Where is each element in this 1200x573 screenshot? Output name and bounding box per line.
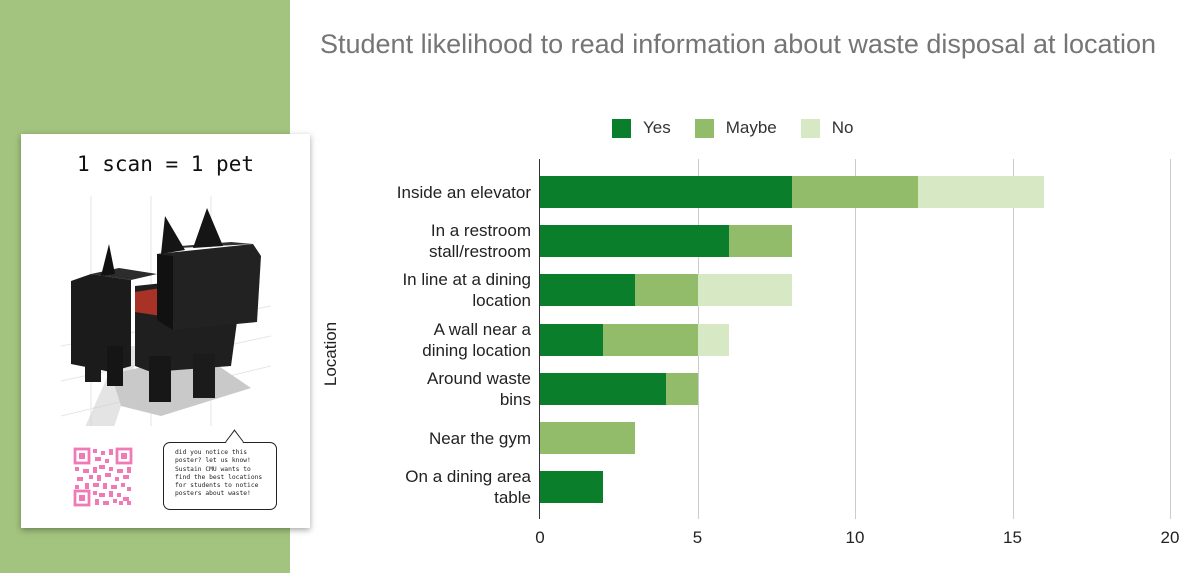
x-tick-label-10: 10 — [845, 528, 865, 547]
category-label-line: dining location — [422, 340, 531, 360]
category-label-line: Inside an elevator — [396, 182, 531, 202]
legend-label-yes: Yes — [643, 118, 671, 137]
bar-inside-an-elevator-yes — [540, 176, 792, 208]
bar-inside-an-elevator-maybe — [792, 176, 918, 208]
chart-title: Student likelihood to read information a… — [320, 29, 1157, 59]
bar-near-the-gym-maybe — [540, 422, 635, 454]
bar-in-line-at-a-dining-location-maybe — [634, 274, 698, 307]
bar-around-waste-bins-yes — [540, 372, 666, 405]
bar-around-waste-bins-maybe — [666, 372, 698, 405]
legend-swatch-yes — [612, 118, 631, 138]
legend-entry-maybe: Maybe — [694, 118, 777, 138]
category-label-line: In line at a dining — [402, 270, 531, 290]
legend-label-maybe: Maybe — [725, 118, 777, 137]
gridline-20 — [1170, 159, 1171, 519]
poster: 1 scan = 1 pet — [21, 134, 310, 528]
poster-heading: 1 scan = 1 pet — [76, 152, 254, 176]
category-label-line: table — [494, 488, 531, 508]
chart-legend: Yes Maybe No — [612, 116, 878, 140]
bar-a-wall-near-a-dining-location-no — [697, 323, 729, 356]
category-label-inside-an-elevator: Inside an elevator — [321, 182, 531, 203]
bar-a-wall-near-a-dining-location-yes — [540, 323, 603, 356]
qr-finder-top-left — [73, 447, 133, 507]
bar-in-line-at-a-dining-location-no — [697, 274, 792, 307]
qr-code-icon — [73, 447, 133, 507]
category-label-around-waste-bins: Around waste bins — [321, 368, 531, 410]
x-tick-label-20: 20 — [1160, 528, 1180, 547]
category-label-line: stall/restroom — [428, 242, 531, 262]
legend-swatch-no — [800, 118, 820, 138]
bubble-text: did you notice this poster? let us know!… — [175, 449, 263, 498]
category-label-line: In a restroom — [430, 221, 531, 241]
x-tick-label-0: 0 — [535, 528, 545, 547]
bar-in-a-restroom-stall-restroom-yes — [540, 225, 729, 258]
category-label-line: Around waste — [427, 368, 531, 388]
category-label-near-the-gym: Near the gym — [321, 428, 531, 449]
legend-entry-no: No — [800, 118, 854, 138]
category-label-a-wall-near-a-dining-location: A wall near a dining location — [321, 319, 531, 361]
category-label-line: bins — [499, 389, 531, 409]
bar-in-line-at-a-dining-location-yes — [540, 274, 635, 307]
bar-in-a-restroom-stall-restroom-maybe — [729, 225, 792, 258]
x-tick-label-5: 5 — [692, 528, 703, 547]
bar-inside-an-elevator-no — [918, 176, 1044, 208]
gridline-15 — [1013, 159, 1014, 519]
category-label-line: On a dining area — [405, 467, 531, 487]
category-label-on-a-dining-area-table: On a dining area table — [321, 466, 531, 508]
bar-a-wall-near-a-dining-location-maybe — [603, 323, 698, 356]
bar-on-a-dining-area-table-yes — [540, 471, 603, 504]
axis-baseline — [539, 159, 540, 519]
category-label-line: Near the gym — [428, 428, 531, 448]
category-label-in-line-at-a-dining-location: In line at a dining location — [321, 269, 531, 311]
gridline-10 — [855, 159, 856, 519]
category-label-line: A wall near a — [433, 319, 531, 339]
category-label-line: location — [472, 291, 531, 311]
pet-illustration-icon — [61, 196, 271, 426]
legend-entry-yes: Yes — [612, 118, 671, 138]
legend-label-no: No — [831, 118, 854, 137]
legend-swatch-maybe — [694, 118, 714, 138]
speech-bubble: did you notice this poster? let us know!… — [163, 429, 277, 510]
x-tick-label-15: 15 — [1003, 528, 1022, 547]
category-label-in-a-restroom-stall-restroom: In a restroom stall/restroom — [321, 220, 531, 262]
